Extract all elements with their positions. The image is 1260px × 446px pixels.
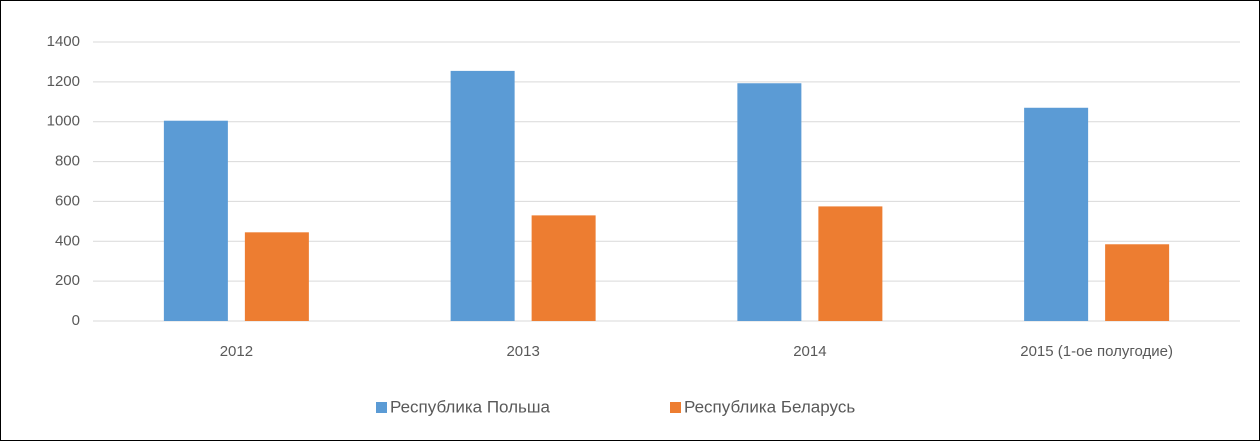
bar bbox=[818, 206, 883, 321]
y-tick-label: 1200 bbox=[47, 73, 80, 90]
y-tick-label: 0 bbox=[72, 312, 80, 329]
bar bbox=[244, 232, 309, 321]
bar bbox=[1105, 244, 1170, 321]
y-tick-label: 600 bbox=[55, 192, 80, 209]
y-tick-label: 400 bbox=[55, 232, 80, 249]
legend-label: Республика Беларусь bbox=[684, 397, 855, 416]
x-tick-label: 2014 bbox=[793, 343, 826, 360]
bar bbox=[737, 83, 802, 322]
legend-swatch bbox=[376, 402, 387, 413]
legend-label: Республика Польша bbox=[390, 397, 551, 416]
x-tick-label: 2015 (1-ое полугодие) bbox=[1020, 343, 1173, 360]
y-tick-label: 800 bbox=[55, 153, 80, 170]
y-tick-label: 1400 bbox=[47, 33, 80, 50]
y-tick-label: 1000 bbox=[47, 113, 80, 130]
bar bbox=[163, 120, 228, 321]
y-tick-label: 200 bbox=[55, 272, 80, 289]
bar bbox=[531, 215, 596, 321]
bar bbox=[450, 70, 515, 322]
x-tick-label: 2013 bbox=[506, 343, 539, 360]
legend-swatch bbox=[670, 402, 681, 413]
bar bbox=[1024, 107, 1089, 321]
x-tick-label: 2012 bbox=[220, 343, 253, 360]
